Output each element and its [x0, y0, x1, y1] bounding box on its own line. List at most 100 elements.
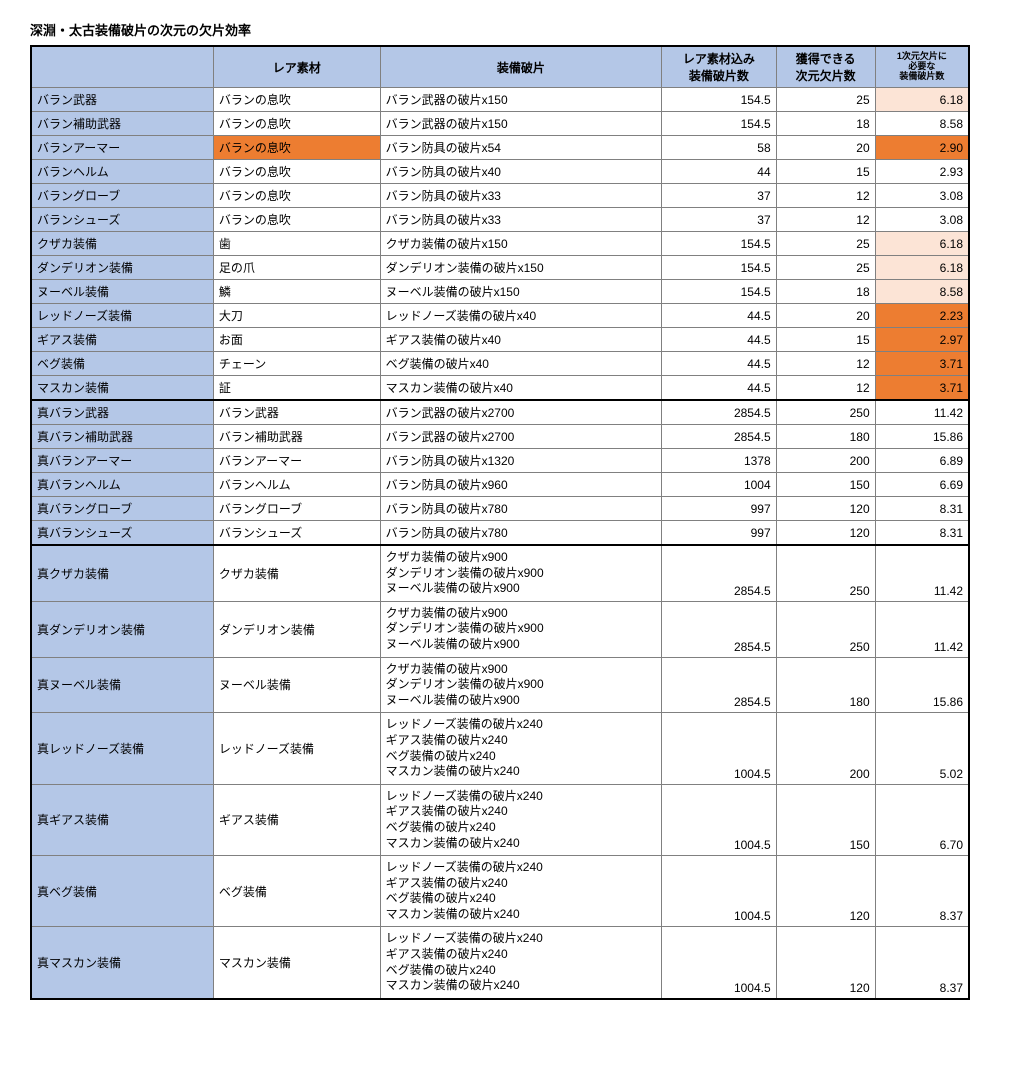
- cell-name: ヌーベル装備: [31, 280, 213, 304]
- cell-eff: 15.86: [875, 425, 969, 449]
- table-header: レア素材 装備破片 レア素材込み装備破片数 獲得できる次元欠片数 1次元欠片に必…: [31, 46, 969, 88]
- table-row: バランアーマーバランの息吹バラン防具の破片x5458202.90: [31, 136, 969, 160]
- cell-inc: 2854.5: [662, 657, 777, 713]
- cell-inc: 154.5: [662, 232, 777, 256]
- cell-name: 真ヌーベル装備: [31, 657, 213, 713]
- cell-eff: 8.37: [875, 927, 969, 999]
- cell-inc: 58: [662, 136, 777, 160]
- cell-dim: 20: [776, 304, 875, 328]
- cell-rare: バランの息吹: [213, 208, 380, 232]
- cell-rare: 足の爪: [213, 256, 380, 280]
- table-row: バラン武器バランの息吹バラン武器の破片x150154.5256.18: [31, 88, 969, 112]
- table-row: ベグ装備チェーンベグ装備の破片x4044.5123.71: [31, 352, 969, 376]
- table-row: 真バランヘルムバランヘルムバラン防具の破片x96010041506.69: [31, 473, 969, 497]
- cell-fragment: レッドノーズ装備の破片x240ギアス装備の破片x240ベグ装備の破片x240マス…: [380, 713, 661, 784]
- cell-fragment: ヌーベル装備の破片x150: [380, 280, 661, 304]
- cell-inc: 44.5: [662, 376, 777, 401]
- page-title: 深淵・太古装備破片の次元の欠片効率: [30, 20, 982, 39]
- cell-inc: 154.5: [662, 88, 777, 112]
- cell-rare: レッドノーズ装備: [213, 713, 380, 784]
- cell-rare: バランヘルム: [213, 473, 380, 497]
- cell-eff: 3.71: [875, 376, 969, 401]
- cell-rare: 証: [213, 376, 380, 401]
- cell-name: マスカン装備: [31, 376, 213, 401]
- cell-name: ギアス装備: [31, 328, 213, 352]
- cell-dim: 250: [776, 601, 875, 657]
- cell-fragment: バラン武器の破片x2700: [380, 425, 661, 449]
- table-row: 真バラン補助武器バラン補助武器バラン武器の破片x27002854.518015.…: [31, 425, 969, 449]
- col-dimcount: 獲得できる次元欠片数: [776, 46, 875, 88]
- cell-name: ベグ装備: [31, 352, 213, 376]
- cell-fragment: ベグ装備の破片x40: [380, 352, 661, 376]
- cell-dim: 15: [776, 160, 875, 184]
- cell-inc: 1004.5: [662, 927, 777, 999]
- cell-inc: 154.5: [662, 112, 777, 136]
- cell-rare: バランの息吹: [213, 112, 380, 136]
- cell-inc: 1004.5: [662, 784, 777, 855]
- cell-fragment: レッドノーズ装備の破片x240ギアス装備の破片x240ベグ装備の破片x240マス…: [380, 856, 661, 927]
- cell-fragment: クザカ装備の破片x900ダンデリオン装備の破片x900ヌーベル装備の破片x900: [380, 601, 661, 657]
- cell-fragment: ギアス装備の破片x40: [380, 328, 661, 352]
- cell-rare: バランの息吹: [213, 184, 380, 208]
- cell-inc: 44.5: [662, 304, 777, 328]
- cell-dim: 25: [776, 256, 875, 280]
- cell-eff: 11.42: [875, 601, 969, 657]
- cell-dim: 150: [776, 784, 875, 855]
- cell-eff: 6.18: [875, 256, 969, 280]
- table-row: ヌーベル装備鱗ヌーベル装備の破片x150154.5188.58: [31, 280, 969, 304]
- cell-dim: 12: [776, 376, 875, 401]
- cell-name: 真バラングローブ: [31, 497, 213, 521]
- cell-inc: 2854.5: [662, 601, 777, 657]
- cell-name: 真バラン武器: [31, 400, 213, 425]
- cell-fragment: クザカ装備の破片x150: [380, 232, 661, 256]
- cell-dim: 120: [776, 927, 875, 999]
- cell-inc: 1004: [662, 473, 777, 497]
- cell-name: 真バランシューズ: [31, 521, 213, 546]
- cell-rare: 歯: [213, 232, 380, 256]
- col-equipment: [31, 46, 213, 88]
- cell-name: 真ギアス装備: [31, 784, 213, 855]
- cell-fragment: マスカン装備の破片x40: [380, 376, 661, 401]
- cell-inc: 997: [662, 497, 777, 521]
- cell-inc: 37: [662, 208, 777, 232]
- cell-dim: 20: [776, 136, 875, 160]
- table-row: レッドノーズ装備大刀レッドノーズ装備の破片x4044.5202.23: [31, 304, 969, 328]
- cell-name: バラン武器: [31, 88, 213, 112]
- col-fragcount: レア素材込み装備破片数: [662, 46, 777, 88]
- cell-dim: 18: [776, 112, 875, 136]
- col-rare: レア素材: [213, 46, 380, 88]
- cell-rare: バランの息吹: [213, 88, 380, 112]
- cell-name: バランシューズ: [31, 208, 213, 232]
- table-row: バランヘルムバランの息吹バラン防具の破片x4044152.93: [31, 160, 969, 184]
- cell-dim: 120: [776, 497, 875, 521]
- cell-inc: 37: [662, 184, 777, 208]
- cell-rare: バラン武器: [213, 400, 380, 425]
- cell-eff: 8.31: [875, 521, 969, 546]
- table-row: 真レッドノーズ装備レッドノーズ装備レッドノーズ装備の破片x240ギアス装備の破片…: [31, 713, 969, 784]
- cell-eff: 3.71: [875, 352, 969, 376]
- cell-eff: 2.90: [875, 136, 969, 160]
- cell-rare: ダンデリオン装備: [213, 601, 380, 657]
- cell-rare: バランの息吹: [213, 160, 380, 184]
- col-efficiency: 1次元欠片に必要な装備破片数: [875, 46, 969, 88]
- cell-name: バラン補助武器: [31, 112, 213, 136]
- cell-eff: 6.18: [875, 232, 969, 256]
- cell-fragment: バラン防具の破片x33: [380, 184, 661, 208]
- cell-fragment: クザカ装備の破片x900ダンデリオン装備の破片x900ヌーベル装備の破片x900: [380, 657, 661, 713]
- cell-fragment: バラン武器の破片x150: [380, 88, 661, 112]
- table-row: ギアス装備お面ギアス装備の破片x4044.5152.97: [31, 328, 969, 352]
- cell-eff: 8.58: [875, 112, 969, 136]
- cell-dim: 150: [776, 473, 875, 497]
- cell-eff: 6.70: [875, 784, 969, 855]
- cell-inc: 997: [662, 521, 777, 546]
- cell-rare: バラン補助武器: [213, 425, 380, 449]
- table-row: 真ヌーベル装備ヌーベル装備クザカ装備の破片x900ダンデリオン装備の破片x900…: [31, 657, 969, 713]
- table-row: 真バランアーマーバランアーマーバラン防具の破片x132013782006.89: [31, 449, 969, 473]
- cell-rare: バラングローブ: [213, 497, 380, 521]
- cell-dim: 250: [776, 400, 875, 425]
- cell-fragment: レッドノーズ装備の破片x40: [380, 304, 661, 328]
- cell-rare: バランシューズ: [213, 521, 380, 546]
- cell-name: 真マスカン装備: [31, 927, 213, 999]
- cell-eff: 3.08: [875, 208, 969, 232]
- cell-eff: 6.69: [875, 473, 969, 497]
